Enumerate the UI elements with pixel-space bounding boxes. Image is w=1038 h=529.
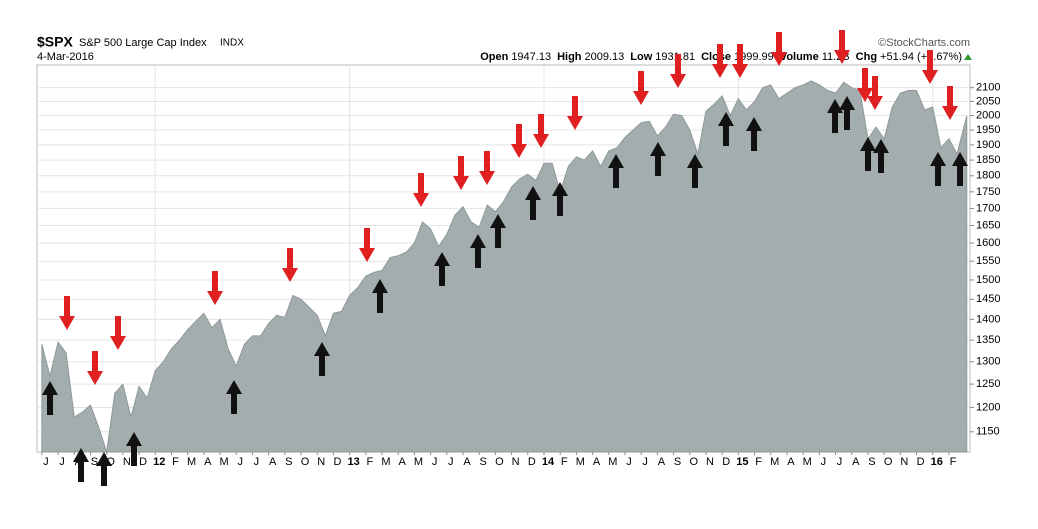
- x-tick-label: M: [770, 456, 779, 468]
- x-tick-label: M: [576, 456, 585, 468]
- x-tick-label: M: [187, 456, 196, 468]
- x-tick-label: 15: [736, 456, 748, 468]
- x-tick-label: D: [722, 456, 730, 468]
- quote-value: 1947.13: [511, 51, 551, 63]
- x-tick-label: A: [463, 456, 471, 468]
- quote-value: 2009.13: [585, 51, 625, 63]
- quote-label: High: [557, 51, 582, 63]
- y-tick-label: 1700: [976, 202, 1000, 214]
- x-tick-label: F: [172, 456, 179, 468]
- x-tick-label: M: [381, 456, 390, 468]
- x-tick-label: J: [43, 456, 49, 468]
- plot-area: 1150 1200 1250 1300 1350 1400 1450 1500 1550 1600…: [36, 64, 1000, 468]
- x-tick-label: J: [254, 456, 260, 468]
- x-tick-label: J: [448, 456, 454, 468]
- x-tick-label: J: [837, 456, 843, 468]
- x-tick-label: 12: [153, 456, 165, 468]
- y-tick-label: 1550: [976, 255, 1000, 267]
- x-tick-label: O: [301, 456, 310, 468]
- x-tick-label: 16: [931, 456, 943, 468]
- x-tick-label: O: [495, 456, 504, 468]
- x-tick-label: A: [399, 456, 407, 468]
- y-tick-label: 1800: [976, 170, 1000, 182]
- x-tick-label: J: [237, 456, 243, 468]
- x-tick-label: N: [512, 456, 520, 468]
- y-tick-label: 1300: [976, 356, 1000, 368]
- x-tick-label: N: [706, 456, 714, 468]
- x-tick-label: M: [414, 456, 423, 468]
- y-tick-label: 1750: [976, 186, 1000, 198]
- quote-label: Open: [480, 51, 508, 63]
- x-tick-label: S: [91, 456, 98, 468]
- chart-title: $SPX: [37, 34, 73, 50]
- y-tick-label: 1900: [976, 139, 1000, 151]
- x-tick-label: J: [642, 456, 648, 468]
- x-tick-label: 13: [347, 456, 359, 468]
- y-tick-label: 1850: [976, 154, 1000, 166]
- x-tick-label: N: [900, 456, 908, 468]
- y-tick-label: 1450: [976, 293, 1000, 305]
- x-tick-label: J: [432, 456, 438, 468]
- y-tick-label: 2100: [976, 82, 1000, 94]
- chart-subtitle: S&P 500 Large Cap Index: [79, 37, 207, 49]
- x-tick-label: D: [917, 456, 925, 468]
- y-tick-label: 1200: [976, 401, 1000, 413]
- quote-value: 1999.99: [734, 51, 774, 63]
- x-tick-label: 14: [542, 456, 555, 468]
- x-tick-label: F: [950, 456, 957, 468]
- x-tick-label: J: [59, 456, 65, 468]
- up-indicator: [964, 54, 972, 60]
- x-tick-label: M: [608, 456, 617, 468]
- x-tick-label: D: [528, 456, 536, 468]
- y-tick-label: 1150: [976, 426, 1000, 438]
- x-tick-label: F: [561, 456, 568, 468]
- x-tick-label: M: [803, 456, 812, 468]
- x-tick-label: D: [333, 456, 341, 468]
- y-tick-label: 1400: [976, 313, 1000, 325]
- price-area: [41, 80, 968, 453]
- x-tick-label: A: [269, 456, 277, 468]
- quote-label: Low: [630, 51, 652, 63]
- y-tick-label: 2050: [976, 95, 1000, 107]
- quote-label: Volume: [780, 51, 819, 63]
- x-tick-label: S: [480, 456, 487, 468]
- x-tick-label: N: [317, 456, 325, 468]
- quote-line: Open1947.13High2009.13Low1931.81Close199…: [480, 51, 962, 63]
- y-tick-label: 1350: [976, 334, 1000, 346]
- x-tick-label: F: [755, 456, 762, 468]
- y-tick-label: 1650: [976, 219, 1000, 231]
- y-tick-label: 2000: [976, 109, 1000, 121]
- x-tick-label: N: [123, 456, 131, 468]
- y-tick-label: 1950: [976, 124, 1000, 136]
- x-tick-label: M: [219, 456, 228, 468]
- source: ©StockCharts.com: [878, 37, 970, 49]
- x-tick-label: S: [868, 456, 875, 468]
- exchange: INDX: [220, 38, 244, 49]
- x-tick-label: A: [204, 456, 212, 468]
- x-tick-label: O: [884, 456, 893, 468]
- quote-value: +51.94 (+2.67%): [880, 51, 962, 63]
- y-tick-label: 1250: [976, 378, 1000, 390]
- y-tick-label: 1500: [976, 274, 1000, 286]
- x-tick-label: J: [821, 456, 827, 468]
- x-tick-label: J: [626, 456, 632, 468]
- x-tick-label: F: [366, 456, 373, 468]
- x-tick-label: A: [852, 456, 860, 468]
- x-tick-label: O: [106, 456, 115, 468]
- y-tick-label: 1600: [976, 237, 1000, 249]
- x-tick-label: A: [593, 456, 601, 468]
- quote-label: Close: [701, 51, 731, 63]
- quote-label: Chg: [856, 51, 877, 63]
- x-tick-label: S: [674, 456, 681, 468]
- x-tick-label: A: [658, 456, 666, 468]
- x-tick-label: D: [139, 456, 147, 468]
- x-tick-label: O: [689, 456, 698, 468]
- x-tick-label: A: [787, 456, 795, 468]
- x-tick-label: S: [285, 456, 292, 468]
- date: 4-Mar-2016: [37, 51, 94, 63]
